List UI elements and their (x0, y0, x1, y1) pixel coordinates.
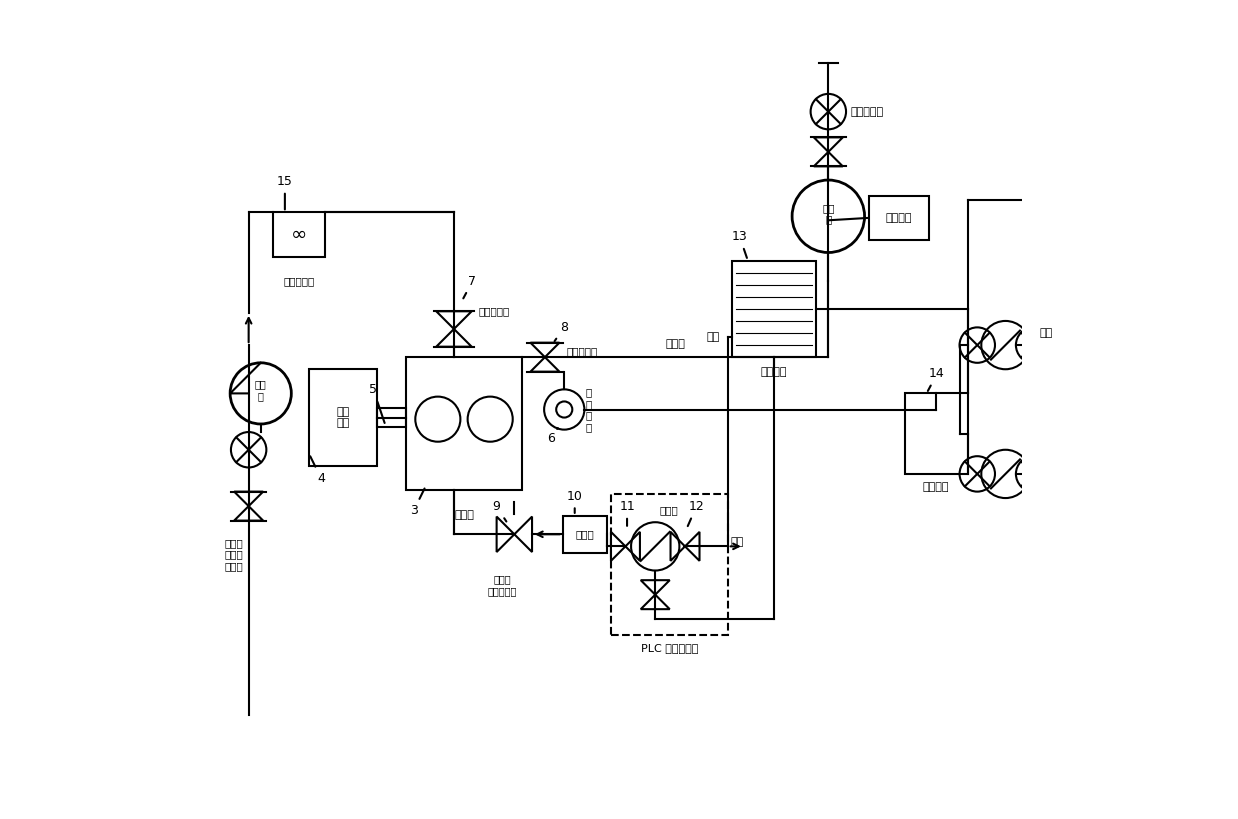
Text: 8: 8 (555, 320, 568, 342)
Text: 排气管: 排气管 (665, 339, 686, 349)
Text: 12: 12 (688, 500, 704, 526)
Text: 自井下
瓦斯抽
防管路: 自井下 瓦斯抽 防管路 (225, 538, 244, 571)
Text: 防爆
桶: 防爆 桶 (822, 203, 834, 224)
Text: 高位水池: 高位水池 (760, 367, 787, 377)
Text: ∞: ∞ (291, 224, 307, 243)
Text: 出水: 出水 (707, 332, 719, 342)
Text: 瓦斯电厂: 瓦斯电厂 (885, 213, 912, 223)
Text: 13: 13 (732, 230, 748, 258)
Text: 位重式
电动调节阀: 位重式 电动调节阀 (488, 575, 517, 596)
Text: PLC 恒压控制箱: PLC 恒压控制箱 (640, 643, 698, 653)
Text: 增压泵: 增压泵 (660, 505, 678, 515)
Text: 瓦斯泵: 瓦斯泵 (454, 510, 474, 520)
Text: 压力表: 压力表 (576, 529, 594, 539)
Text: 15: 15 (277, 175, 293, 210)
Text: 10: 10 (567, 490, 583, 513)
Text: 4: 4 (311, 456, 326, 485)
Bar (732, 260, 816, 357)
Text: 泵电
动机: 泵电 动机 (337, 407, 350, 428)
Text: 9: 9 (493, 500, 506, 522)
Text: 泵进气阀门: 泵进气阀门 (478, 306, 509, 316)
Text: 进水: 进水 (1039, 328, 1052, 338)
Text: 6: 6 (547, 428, 558, 445)
Text: 泵排气阀门: 泵排气阀门 (567, 346, 598, 356)
Bar (310, 369, 378, 466)
Text: 管道流量计: 管道流量计 (284, 276, 314, 286)
Text: 水
盘
分
离: 水 盘 分 离 (586, 387, 592, 432)
Text: 瓦斯排气口: 瓦斯排气口 (851, 106, 884, 116)
Text: 7: 7 (463, 274, 477, 298)
Bar (406, 357, 522, 490)
Bar (378, 408, 406, 428)
Bar (272, 212, 326, 256)
Text: 冷却水池: 冷却水池 (924, 482, 950, 492)
Text: 3: 3 (410, 488, 425, 517)
Text: 11: 11 (619, 500, 635, 526)
Text: 进水: 进水 (730, 537, 743, 547)
Text: 防爆
桶: 防爆 桶 (255, 379, 266, 401)
Bar (610, 494, 728, 635)
Bar (905, 393, 968, 474)
Bar (562, 516, 607, 553)
Text: 14: 14 (927, 367, 945, 391)
Bar (869, 196, 928, 241)
Text: 5: 5 (369, 383, 385, 423)
